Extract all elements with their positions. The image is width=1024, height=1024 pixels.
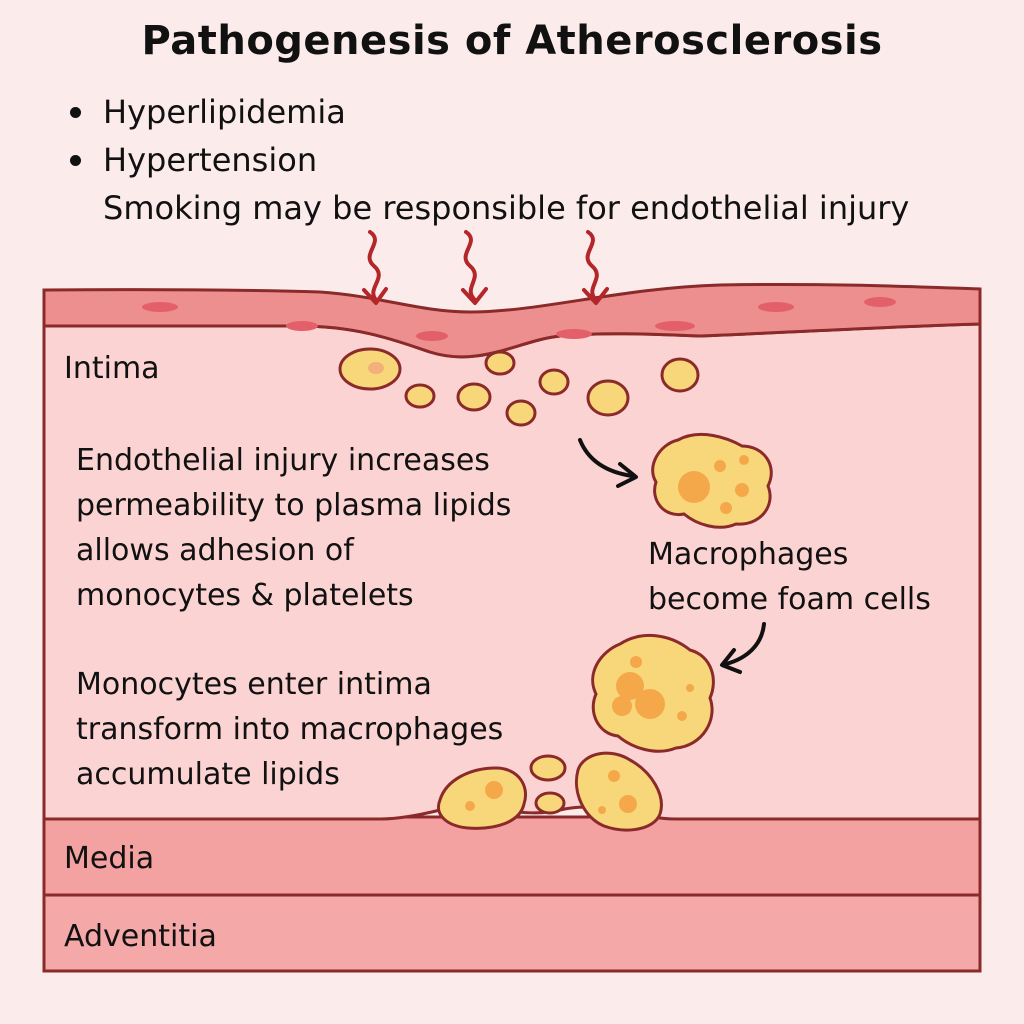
text-line: Monocytes enter intima: [76, 667, 432, 702]
injury-arrows: [362, 230, 609, 305]
endothelial-cell: [556, 329, 592, 339]
process-arrows: [578, 438, 766, 674]
lipid-particle: [404, 383, 436, 409]
text-line: accumulate lipids: [76, 757, 340, 792]
wavy-arrow-icon: [461, 230, 488, 305]
risk-factor-label: Hyperlipidemia: [103, 93, 346, 131]
foam-cell-upper: [651, 432, 773, 529]
risk-factor-list: Hyperlipidemia Hypertension Smoking may …: [64, 88, 909, 232]
lipid-particles: [338, 347, 700, 427]
text-line: transform into macrophages: [76, 712, 504, 747]
intima-label: Intima: [64, 351, 160, 386]
risk-factor-item: Hypertension: [64, 136, 909, 184]
diagram-title: Pathogenesis of Atherosclerosis: [141, 18, 883, 64]
foam-cell-lower: [591, 633, 715, 753]
lipid-particle: [538, 368, 570, 396]
lipid-particle: [456, 382, 492, 412]
endothelial-cell: [655, 321, 695, 331]
endothelial-cell: [142, 302, 178, 312]
text-line: allows adhesion of: [76, 533, 354, 568]
text-line: Macrophages: [648, 537, 849, 572]
lipid-particle: [586, 379, 630, 417]
risk-factor-label: Hypertension: [103, 141, 318, 179]
endothelial-cell: [416, 331, 448, 341]
monocytes-text: Monocytes enter intima transform into ma…: [76, 662, 503, 797]
lipid-particle: [534, 791, 566, 815]
wavy-arrow-icon: [582, 230, 609, 305]
text-line: become foam cells: [648, 582, 931, 617]
lipid-particle: [529, 754, 567, 782]
risk-factor-item: Hyperlipidemia: [64, 88, 909, 136]
text-line: Endothelial injury increases: [76, 443, 490, 478]
monocyte-nucleus: [368, 362, 384, 374]
foam-cells-text: Macrophages become foam cells: [648, 532, 931, 622]
bullet-dot-icon: [70, 154, 81, 166]
lipid-particle: [505, 399, 537, 427]
endothelial-injury-text: Endothelial injury increases permeabilit…: [76, 438, 511, 618]
wavy-arrow-icon: [362, 230, 388, 305]
text-line: monocytes & platelets: [76, 578, 414, 613]
endothelial-cell: [864, 297, 896, 307]
media-label: Media: [64, 841, 155, 876]
curved-arrow-icon: [720, 622, 766, 674]
smoking-note: Smoking may be responsible for endotheli…: [103, 189, 910, 227]
endothelial-cell: [286, 321, 318, 331]
endothelial-cells: [142, 297, 896, 341]
adventitia-label: Adventitia: [64, 919, 217, 954]
lipid-particle: [484, 350, 516, 376]
endothelial-cell: [758, 302, 794, 312]
media-layer: [42, 815, 982, 897]
plaque-cells: [437, 751, 663, 832]
bullet-dot-icon: [70, 106, 81, 118]
lipid-particle: [660, 357, 700, 393]
text-line: permeability to plasma lipids: [76, 488, 512, 523]
curved-arrow-icon: [578, 438, 638, 488]
